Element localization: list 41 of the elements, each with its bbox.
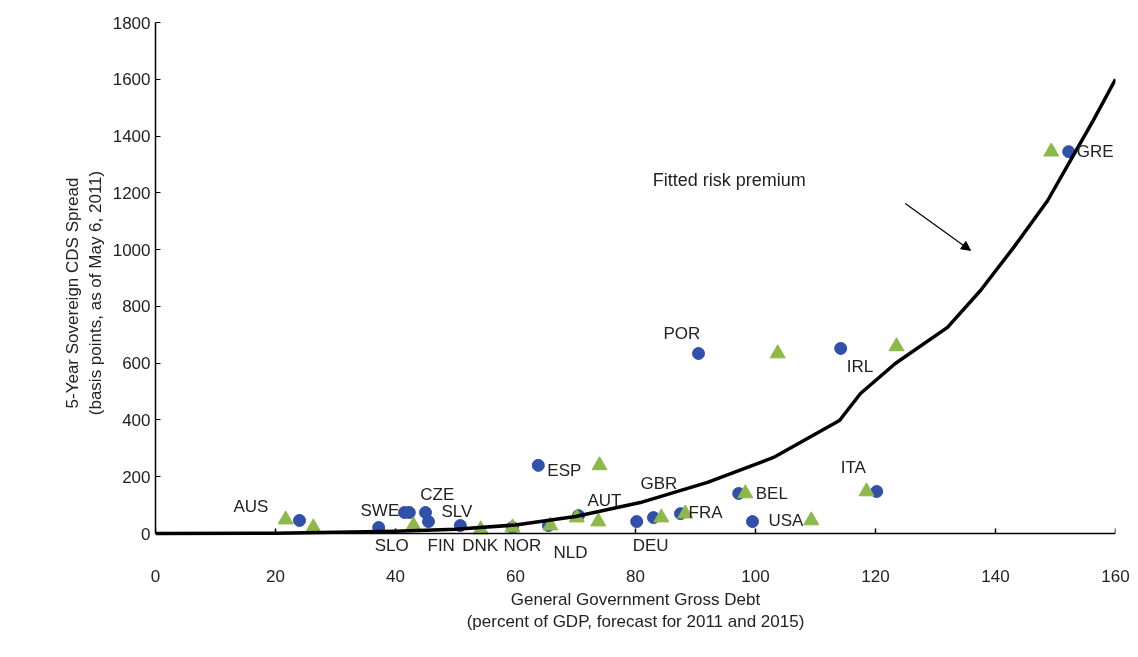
- y-tick-label: 400: [122, 410, 151, 430]
- annotation: AUS: [233, 496, 269, 516]
- x-tick-label: 20: [266, 566, 285, 586]
- annotation: GBR: [640, 474, 678, 494]
- annotation: NLD: [553, 542, 588, 562]
- y-tick-label: 1000: [112, 240, 151, 260]
- annotation: ESP: [547, 460, 582, 480]
- y-tick-label: 200: [122, 467, 151, 487]
- annotation: GRE: [1076, 142, 1114, 162]
- y-tick-label: 600: [122, 354, 151, 374]
- annotation: SLV: [441, 501, 474, 521]
- x-axis-title: General Government Gross Debt (percent of GDP, forecast for 2011 and 2015): [466, 589, 805, 632]
- annotation: DEU: [632, 535, 669, 555]
- annotation: Fitted risk premium: [652, 170, 806, 191]
- annotation: SWE: [360, 500, 400, 520]
- annotation: DNK: [462, 535, 499, 555]
- annotation: FIN: [427, 535, 455, 555]
- y-tick-label: 1800: [112, 13, 151, 33]
- y-axis-title: 5-Year Sovereign CDS Spread (basis points, as of May 6, 2011): [62, 170, 105, 416]
- y-tick-label: 0: [141, 524, 151, 544]
- annotation: POR: [663, 324, 701, 344]
- annotation: SLO: [374, 535, 409, 555]
- annotation: AUT: [587, 491, 622, 511]
- annotation: NOR: [503, 535, 542, 555]
- x-tick-label: 100: [741, 566, 770, 586]
- y-tick-label: 1200: [112, 183, 151, 203]
- y-tick-label: 1600: [112, 70, 151, 90]
- y-tick-label: 1400: [112, 127, 151, 147]
- annotation: IRL: [846, 356, 874, 376]
- x-tick-label: 60: [506, 566, 525, 586]
- annotation: FRA: [688, 503, 724, 523]
- y-tick-label: 800: [122, 297, 151, 317]
- annotation: ITA: [840, 457, 867, 477]
- annotation: BEL: [755, 483, 788, 503]
- x-tick-label: 120: [861, 566, 890, 586]
- x-tick-label: 40: [386, 566, 405, 586]
- x-tick-label: 160: [1101, 566, 1130, 586]
- x-tick-label: 140: [981, 566, 1010, 586]
- x-tick-label: 80: [626, 566, 645, 586]
- annotation: CZE: [420, 484, 455, 504]
- annotation: USA: [768, 511, 805, 531]
